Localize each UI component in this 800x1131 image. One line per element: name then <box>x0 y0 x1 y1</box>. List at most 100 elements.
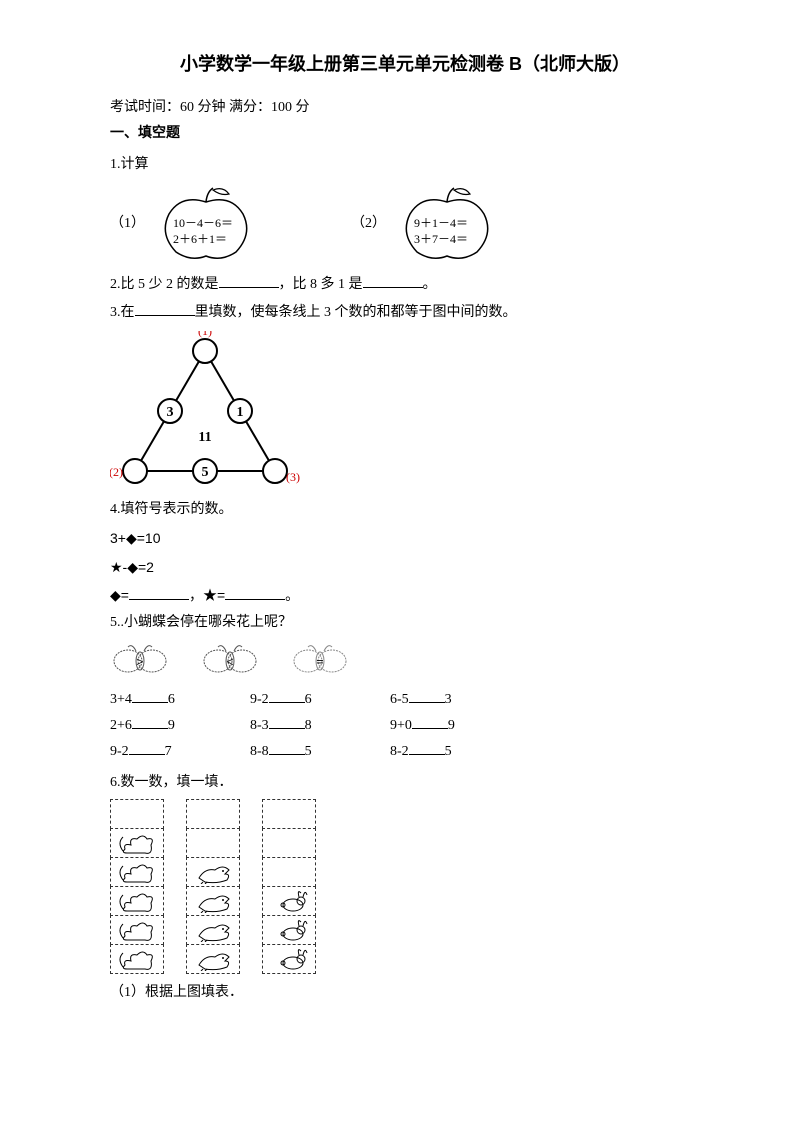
q5-l: 6-5 <box>390 692 409 707</box>
q6-cell <box>110 944 164 974</box>
q5-blank[interactable] <box>269 689 305 703</box>
q3: 3.在 里填数，使每条线上 3 个数的和都等于图中间的数。 <box>110 302 700 324</box>
q5-head: 5..小蝴蝶会停在哪朵花上呢？ <box>110 612 700 634</box>
q5-cell: 8-8 5 <box>250 741 390 763</box>
q3-blank[interactable] <box>135 302 195 316</box>
q6-cell <box>110 915 164 945</box>
q6-cell <box>110 857 164 887</box>
q5-grid: 3+469-266-532+698-389+099-278-858-25 <box>110 689 700 764</box>
q6-cell <box>262 944 316 974</box>
q6-cell <box>262 799 316 829</box>
q5-cell: 9-2 7 <box>110 741 250 763</box>
q5-r: 7 <box>165 744 172 759</box>
q6-col-rabbit <box>262 800 316 974</box>
q6-columns <box>110 800 700 974</box>
q5-butterflies: > < = <box>110 641 700 681</box>
q6-col-bird <box>186 800 240 974</box>
svg-text:5: 5 <box>202 465 209 480</box>
q3-triangle: 3 1 5 11 (1) (2) (3) <box>110 331 700 491</box>
q4-line2: ★-◆=2 <box>110 556 700 578</box>
butterfly-gt: > <box>110 641 170 681</box>
q4-blank-2[interactable] <box>225 586 285 600</box>
q5-cell: 9+0 9 <box>390 715 530 737</box>
butterfly-eq: = <box>290 641 350 681</box>
q6-cell <box>110 886 164 916</box>
q5-l: 9-2 <box>110 744 129 759</box>
svg-text:(3): (3) <box>286 470 300 484</box>
q2-mid: ，比 8 多 1 是 <box>279 277 363 292</box>
q3-post: 里填数，使每条线上 3 个数的和都等于图中间的数。 <box>195 305 517 320</box>
svg-text:<: < <box>226 654 233 669</box>
q1-num-2: （2） <box>351 213 386 235</box>
apple-2: 9＋1－4＝ 3＋7－4＝ <box>392 184 502 264</box>
q5-l: 9-2 <box>250 692 269 707</box>
q6-cell <box>186 886 240 916</box>
q4-line1: 3+◆=10 <box>110 527 700 549</box>
q2: 2.比 5 少 2 的数是 ，比 8 多 1 是 。 <box>110 274 700 296</box>
q5-blank[interactable] <box>129 741 165 755</box>
q2-pre: 2.比 5 少 2 的数是 <box>110 277 219 292</box>
q5-l: 8-3 <box>250 718 269 733</box>
q1-apple1-line1: 10－4－6＝ <box>173 216 233 232</box>
q1-label: 1.计算 <box>110 154 700 176</box>
q5-blank[interactable] <box>409 689 445 703</box>
q6-cell <box>110 828 164 858</box>
q4-l3-mid: ，★= <box>189 587 225 603</box>
q6-cell <box>262 857 316 887</box>
q1-apple2-line2: 3＋7－4＝ <box>414 232 468 248</box>
q5-r: 9 <box>448 718 455 733</box>
q2-blank-2[interactable] <box>363 274 423 288</box>
page-title: 小学数学一年级上册第三单元单元检测卷 B（北师大版） <box>110 50 700 79</box>
q6-head: 6.数一数，填一填． <box>110 772 700 794</box>
q6-cell <box>262 915 316 945</box>
q6-cell <box>186 799 240 829</box>
exam-meta: 考试时间：60 分钟 满分：100 分 <box>110 97 700 119</box>
q5-blank[interactable] <box>269 741 305 755</box>
svg-text:11: 11 <box>198 430 211 445</box>
svg-text:=: = <box>316 654 323 669</box>
q5-blank[interactable] <box>132 689 168 703</box>
q5-r: 6 <box>305 692 312 707</box>
butterfly-lt: < <box>200 641 260 681</box>
q1-apple1-line2: 2＋6＋1＝ <box>173 232 233 248</box>
q5-r: 5 <box>445 744 452 759</box>
q5-cell: 2+69 <box>110 715 250 737</box>
q5-blank[interactable] <box>132 715 168 729</box>
q2-blank-1[interactable] <box>219 274 279 288</box>
q6-cell <box>262 828 316 858</box>
q1-apple2-line1: 9＋1－4＝ <box>414 216 468 232</box>
q5-l: 2+6 <box>110 718 132 733</box>
q4-l3-end: 。 <box>285 587 299 603</box>
q5-cell: 8-2 5 <box>390 741 530 763</box>
svg-text:>: > <box>136 654 143 669</box>
q3-pre: 3.在 <box>110 305 135 320</box>
q5-l: 8-8 <box>250 744 269 759</box>
q5-blank[interactable] <box>269 715 305 729</box>
svg-text:(1): (1) <box>198 331 212 338</box>
q6-cell <box>262 886 316 916</box>
q5-cell: 3+46 <box>110 689 250 711</box>
svg-text:3: 3 <box>167 405 174 420</box>
q4-head: 4.填符号表示的数。 <box>110 499 700 521</box>
svg-text:1: 1 <box>237 405 244 420</box>
q5-l: 8-2 <box>390 744 409 759</box>
q6-cell <box>186 828 240 858</box>
q5-cell: 6-53 <box>390 689 530 711</box>
q5-r: 5 <box>305 744 312 759</box>
q5-cell: 8-38 <box>250 715 390 737</box>
q6-cell <box>186 857 240 887</box>
q6-sub: （1）根据上图填表． <box>110 982 700 1004</box>
q5-l: 3+4 <box>110 692 132 707</box>
apple-1: 10－4－6＝ 2＋6＋1＝ <box>151 184 261 264</box>
q4-blank-1[interactable] <box>129 586 189 600</box>
svg-text:(2): (2) <box>110 465 123 479</box>
q6-cell <box>186 944 240 974</box>
q5-blank[interactable] <box>412 715 448 729</box>
q1-num-1: （1） <box>110 213 145 235</box>
q5-cell: 9-2 6 <box>250 689 390 711</box>
q5-blank[interactable] <box>409 741 445 755</box>
q4-line3: ◆=，★=。 <box>110 584 700 606</box>
q1-apples: （1） 10－4－6＝ 2＋6＋1＝ （2） 9＋1－4＝ 3＋7－4＝ <box>110 184 700 264</box>
q2-end: 。 <box>423 277 437 292</box>
q5-l: 9+0 <box>390 718 412 733</box>
